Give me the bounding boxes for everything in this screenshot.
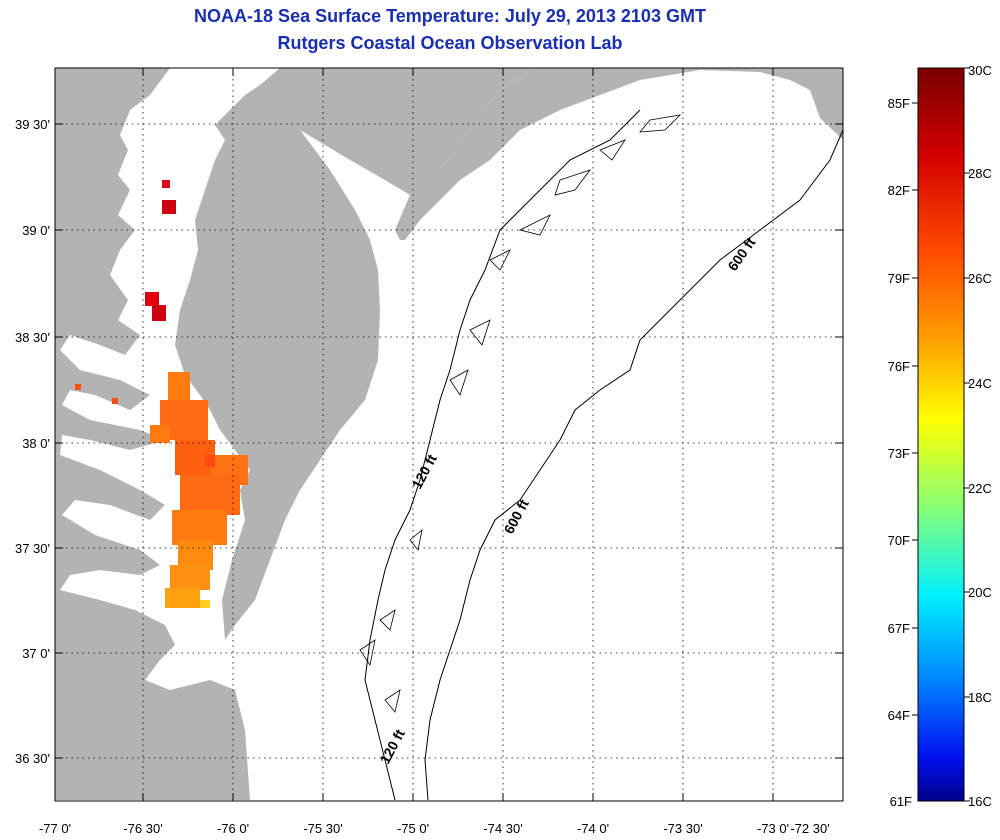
sst-pixels-upper-bay (75, 180, 176, 404)
lon-label: -75 0' (397, 821, 429, 836)
map-title: NOAA-18 Sea Surface Temperature: July 29… (194, 6, 706, 26)
land-north-carolina (55, 600, 240, 800)
cb-c-label: 30C (968, 63, 992, 78)
contour-label-600ft-south: 600 ft (501, 496, 532, 536)
cb-c-label: 22C (968, 481, 992, 496)
contour-600ft (424, 129, 843, 801)
longitude-labels: -77 0' -76 30' -76 0' -75 30' -75 0' -74… (39, 821, 830, 836)
lon-label: -73 30' (663, 821, 702, 836)
map-frame (54, 67, 844, 802)
sst-pixels-lower-bay (150, 372, 248, 608)
lat-label: 39 0' (22, 223, 50, 238)
cb-c-label: 20C (968, 585, 992, 600)
map-subtitle: Rutgers Coastal Ocean Observation Lab (277, 33, 623, 53)
cb-f-label: 79F (888, 271, 910, 286)
cb-f-label: 76F (888, 359, 910, 374)
colorbar (917, 67, 965, 802)
lat-label: 39 30' (15, 117, 50, 132)
lat-label: 37 0' (22, 646, 50, 661)
cb-f-label: 64F (888, 708, 910, 723)
axis-ticks (54, 68, 843, 801)
cb-c-label: 18C (968, 690, 992, 705)
colorbar-ticks (912, 67, 970, 802)
lon-label: -76 0' (217, 821, 249, 836)
lat-label: 37 30' (15, 541, 50, 556)
cb-c-label: 28C (968, 166, 992, 181)
lon-label: -75 30' (303, 821, 342, 836)
contour-120ft (364, 109, 641, 801)
cb-c-label: 16C (968, 794, 992, 809)
cb-f-label: 70F (888, 533, 910, 548)
lon-label: -74 30' (483, 821, 522, 836)
lon-label: -76 30' (123, 821, 162, 836)
lon-label: -77 0' (39, 821, 71, 836)
lat-label: 38 0' (22, 436, 50, 451)
graticule (55, 68, 843, 800)
cb-f-label: 82F (888, 183, 910, 198)
land-new-jersey (400, 68, 843, 240)
cb-f-label: 61F (890, 794, 912, 809)
colorbar-fahrenheit-labels: 85F 82F 79F 76F 73F 70F 67F 64F 61F (888, 96, 912, 809)
cb-c-label: 26C (968, 271, 992, 286)
latitude-labels: 39 30' 39 0' 38 30' 38 0' 37 30' 37 0' 3… (15, 117, 50, 766)
colorbar-celsius-labels: 30C 28C 26C 24C 22C 20C 18C 16C (968, 63, 992, 809)
cb-f-label: 67F (888, 621, 910, 636)
lon-label: -74 0' (577, 821, 609, 836)
cb-f-label: 73F (888, 446, 910, 461)
shoal-contours (359, 114, 682, 713)
contour-label-600ft-north: 600 ft (724, 234, 758, 273)
lon-label: -73 0' (757, 821, 789, 836)
contour-label-120ft-north: 120 ft (409, 451, 440, 491)
cb-f-label: 85F (888, 96, 910, 111)
lon-label: -72 30' (790, 821, 829, 836)
lat-label: 36 30' (15, 751, 50, 766)
land-delmarva (175, 68, 535, 640)
cb-c-label: 24C (968, 376, 992, 391)
lat-label: 38 30' (15, 330, 50, 345)
